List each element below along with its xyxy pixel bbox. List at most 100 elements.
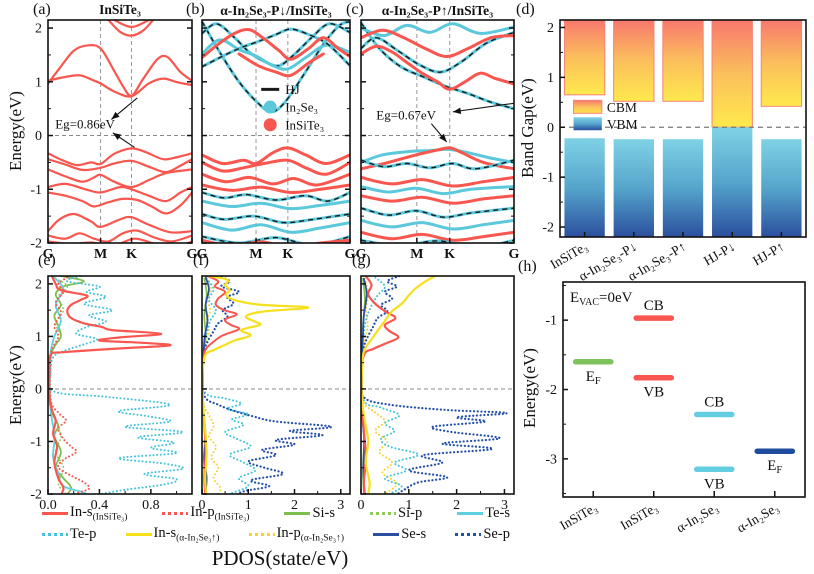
energy-axis-label-bottom: Energy(eV) <box>6 345 25 425</box>
panel-e-plot: -2 -1 0 1 2 0.0 0.4 0.8 <box>30 275 193 513</box>
svg-text:-1: -1 <box>30 183 42 198</box>
svg-text:InSiTe₃: InSiTe₃ <box>557 499 600 532</box>
dotted-line-swatch <box>370 512 397 515</box>
svg-text:HJ-P↓: HJ-P↓ <box>701 239 738 269</box>
svg-text:2: 2 <box>291 498 298 513</box>
svg-text:1: 1 <box>245 498 252 513</box>
pdos-legend-item: In-p(InSiTe₃) <box>162 504 249 523</box>
svg-text:G: G <box>356 247 367 262</box>
panel-c-plot: Eg=0.67eV G M K G <box>356 19 520 262</box>
panel-a-title: InSiTe₃ <box>99 2 141 17</box>
svg-text:0.4: 0.4 <box>91 498 109 513</box>
pdos-legend-label: In-p(α-In₂Se₃↑) <box>276 525 344 544</box>
svg-text:CB: CB <box>644 298 664 314</box>
svg-text:M: M <box>94 247 107 262</box>
svg-text:G: G <box>43 247 54 262</box>
svg-text:-2: -2 <box>542 221 554 236</box>
svg-text:G: G <box>197 247 208 262</box>
pdos-legend-row: In-s(InSiTe₃) In-p(InSiTe₃) Si-s Si-p Te-s <box>42 503 510 524</box>
energy-axis-label-h: Energy(eV) <box>520 348 539 428</box>
pdos-legend-item: In-s(InSiTe₃) <box>42 504 127 523</box>
svg-text:VB: VB <box>643 385 664 401</box>
panel-b-letter: (b) <box>186 1 205 18</box>
svg-text:0.0: 0.0 <box>39 498 57 513</box>
svg-text:2: 2 <box>453 498 460 513</box>
dotted-line-swatch <box>248 533 275 536</box>
pdos-legend-label: Se-s <box>401 526 427 542</box>
svg-text:0: 0 <box>35 382 42 397</box>
svg-text:0: 0 <box>35 129 42 144</box>
svg-text:3: 3 <box>501 498 508 513</box>
pdos-legend-label: Si-p <box>398 505 423 521</box>
svg-text:1: 1 <box>35 330 42 345</box>
svg-text:K: K <box>282 247 293 262</box>
svg-text:0.8: 0.8 <box>142 498 160 513</box>
panel-f-letter: (f) <box>193 252 209 269</box>
svg-text:G: G <box>509 247 520 262</box>
svg-text:-1: -1 <box>545 314 557 329</box>
panel-b-plot: HJ In₂Se₃ InSiTe₃ G M K G <box>197 19 356 262</box>
dotted-line-swatch <box>42 533 68 536</box>
bandgap-axis-label: Band Gap(eV) <box>518 78 537 178</box>
svg-text:VB: VB <box>704 476 725 492</box>
panel-f-plot: 0 1 2 3 <box>199 275 351 513</box>
pdos-legend-label: Si-s <box>312 505 336 521</box>
pdos-legend: In-s(InSiTe₃) In-p(InSiTe₃) Si-s Si-p Te-s Te… <box>42 503 510 545</box>
svg-text:K: K <box>126 247 137 262</box>
svg-text:Eg=0.86eV: Eg=0.86eV <box>55 117 115 132</box>
svg-text:EF: EF <box>586 369 601 387</box>
svg-text:K: K <box>444 247 455 262</box>
svg-text:0: 0 <box>358 498 365 513</box>
panel-c-title: α-In₂Se₃-P↑/InSiTe₃ <box>381 3 494 18</box>
svg-text:α-In₂Se₃: α-In₂Se₃ <box>734 499 781 535</box>
svg-text:VBM: VBM <box>607 117 638 132</box>
pdos-legend-row: Te-p In-s(α-In₂Se₃↑) In-p(α-In₂Se₃↑) Se-s Se… <box>42 524 510 545</box>
svg-text:-3: -3 <box>545 452 557 467</box>
pdos-legend-item: Te-p <box>42 526 96 543</box>
svg-text:2: 2 <box>547 21 554 36</box>
panel-g-letter: (g) <box>352 252 371 269</box>
panel-a-plot: Eg=0.86eV -2 -1 0 1 2 G M K G <box>30 19 198 262</box>
pdos-legend-item: Se-p <box>455 526 510 543</box>
panel-b-title: α-In₂Se₃-P↓/InSiTe₃ <box>220 3 332 18</box>
pdos-legend-label: Te-p <box>70 526 97 542</box>
svg-text:HJ: HJ <box>285 82 299 97</box>
svg-text:1: 1 <box>547 71 554 86</box>
svg-text:α-In₂Se₃: α-In₂Se₃ <box>674 499 721 535</box>
svg-text:1: 1 <box>35 75 42 90</box>
svg-text:HJ-P↑: HJ-P↑ <box>750 239 787 269</box>
svg-text:-2: -2 <box>545 383 557 398</box>
dotted-line-swatch <box>455 533 482 536</box>
pdos-legend-label: In-s(α-In₂Se₃↑) <box>153 525 220 544</box>
panel-h-plot: EF CB VB CB VB EF InSiTe₃ InSiTe₃ α-In₂Se₃ α-In₂S… <box>545 281 806 535</box>
svg-text:InSiTe₃: InSiTe₃ <box>618 499 661 532</box>
panel-c-letter: (c) <box>346 1 364 18</box>
svg-text:CBM: CBM <box>607 100 637 115</box>
svg-text:-1: -1 <box>542 171 554 186</box>
svg-text:2: 2 <box>35 22 42 37</box>
svg-text:InSiTe₃: InSiTe₃ <box>285 117 324 132</box>
pdos-legend-item: In-p(α-In₂Se₃↑) <box>248 525 344 544</box>
panel-a-letter: (a) <box>33 1 51 18</box>
solid-line-swatch <box>373 533 400 536</box>
svg-text:0: 0 <box>199 498 206 513</box>
svg-text:-2: -2 <box>30 488 42 503</box>
svg-text:-1: -1 <box>30 435 42 450</box>
svg-text:G: G <box>187 247 198 262</box>
dotted-line-swatch <box>162 512 189 515</box>
svg-text:0: 0 <box>547 121 554 136</box>
panel-e-letter: (e) <box>38 252 56 269</box>
svg-text:Eg=0.67eV: Eg=0.67eV <box>376 107 436 122</box>
svg-text:CB: CB <box>704 394 724 410</box>
solid-line-swatch <box>42 512 68 515</box>
panel-h-letter: (h) <box>518 258 537 275</box>
pdos-legend-item: Si-s <box>284 505 335 522</box>
pdos-legend-item: In-s(α-In₂Se₃↑) <box>125 525 220 544</box>
svg-text:M: M <box>410 247 423 262</box>
pdos-legend-label: Se-p <box>483 526 510 542</box>
solid-line-swatch <box>457 512 484 515</box>
svg-text:1: 1 <box>405 498 412 513</box>
pdos-legend-item: Se-s <box>373 526 426 543</box>
